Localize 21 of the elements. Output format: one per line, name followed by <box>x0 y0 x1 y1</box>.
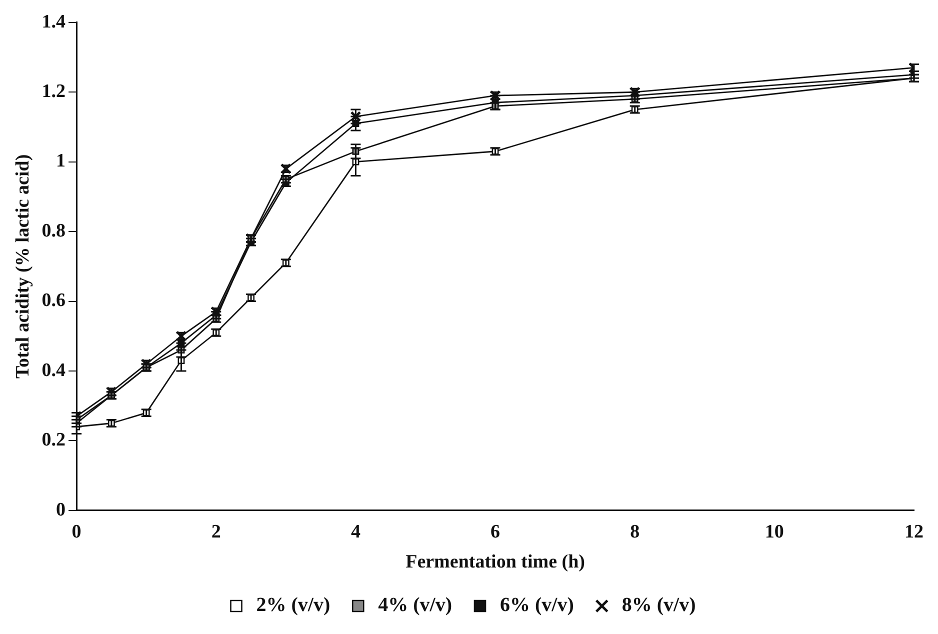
legend-label: 4% (v/v) <box>378 594 452 616</box>
y-tick-label: 0.6 <box>42 290 66 312</box>
y-tick-label: 0 <box>56 499 66 520</box>
y-axis-title: Total acidity (% lactic acid) <box>12 154 34 378</box>
x-tick-label: 0 <box>72 522 82 543</box>
y-tick-label: 0.4 <box>42 360 66 381</box>
y-tick-label: 1 <box>56 150 66 172</box>
legend-label: 6% (v/v) <box>500 594 574 616</box>
y-tick-label: 0.8 <box>42 220 66 242</box>
x-tick-label: 6 <box>490 522 500 543</box>
y-tick-label: 1.2 <box>42 81 66 102</box>
y-tick-label: 1.4 <box>42 11 66 32</box>
x-tick-label: 8 <box>630 522 640 543</box>
x-tick-label: 4 <box>350 522 361 543</box>
y-tick-label: 0.2 <box>42 430 66 451</box>
x-axis-title: Fermentation time (h) <box>406 552 585 573</box>
legend-label: 2% (v/v) <box>256 594 330 616</box>
x-tick-label: 12 <box>904 522 924 543</box>
legend-label: 8% (v/v) <box>622 594 696 616</box>
x-tick-label: 2 <box>211 522 221 543</box>
x-tick-label: 10 <box>764 522 784 543</box>
